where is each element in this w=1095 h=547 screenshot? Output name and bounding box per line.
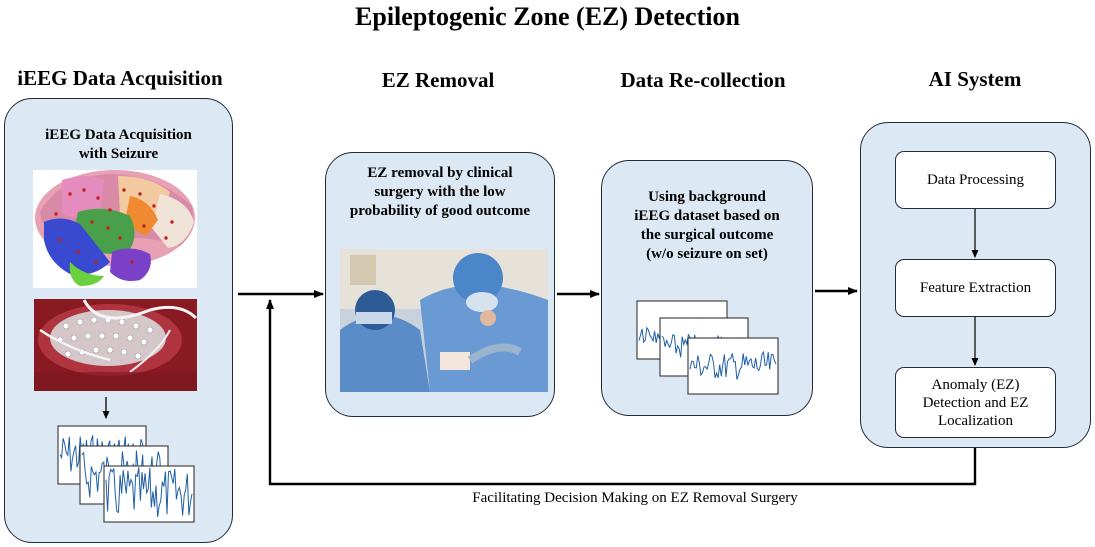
seizure-signal-plots — [57, 425, 195, 523]
acquisition-text: iEEG Data Acquisition with Seizure — [4, 126, 233, 164]
header-ez-removal: EZ Removal — [381, 68, 495, 92]
step-feature-extraction-label: Feature Extraction — [919, 280, 1032, 296]
anomaly-line-1: Anomaly (EZ) — [931, 376, 1020, 393]
header-ai-system: AI System — [928, 67, 1022, 91]
recollection-line-4: (w/o seizure on set) — [646, 246, 768, 262]
anomaly-line-3: Localization — [938, 412, 1013, 429]
feedback-caption: Facilitating Decision Making on EZ Remov… — [472, 490, 798, 506]
recollection-line-2: iEEG dataset based on — [634, 208, 780, 224]
header-acquisition: iEEG Data Acquisition — [17, 66, 223, 90]
recollection-text: Using background iEEG dataset based on t… — [601, 188, 813, 264]
recollection-line-3: the surgical outcome — [640, 227, 774, 243]
background-plot-3 — [687, 337, 779, 395]
acquisition-line-1: iEEG Data Acquisition — [45, 127, 192, 143]
feedback-loop-arrow — [266, 299, 977, 486]
removal-line-3: probability of good outcome — [349, 203, 531, 219]
step-data-processing-label: Data Processing — [926, 172, 1025, 188]
removal-text: EZ removal by clinical surgery with the … — [325, 164, 555, 221]
step-data-processing: Data Processing — [895, 151, 1056, 209]
seizure-plot-3 — [103, 465, 195, 523]
electrode-grid-image — [34, 299, 198, 391]
step-anomaly-detection: Anomaly (EZ) Detection and EZ Localizati… — [895, 367, 1056, 438]
acquisition-line-2: with Seizure — [78, 146, 159, 162]
brain-model-image — [33, 170, 197, 288]
diagram-title: Epileptogenic Zone (EZ) Detection — [355, 2, 740, 31]
recollection-line-1: Using background — [648, 189, 766, 205]
background-signal-plots — [636, 300, 779, 395]
removal-line-1: EZ removal by clinical — [367, 165, 513, 181]
header-data-recollection: Data Re-collection — [620, 68, 786, 92]
anomaly-line-2: Detection and EZ — [922, 394, 1029, 411]
removal-line-2: surgery with the low — [374, 184, 506, 200]
step-feature-extraction: Feature Extraction — [895, 259, 1056, 317]
surgery-photo — [340, 249, 548, 392]
